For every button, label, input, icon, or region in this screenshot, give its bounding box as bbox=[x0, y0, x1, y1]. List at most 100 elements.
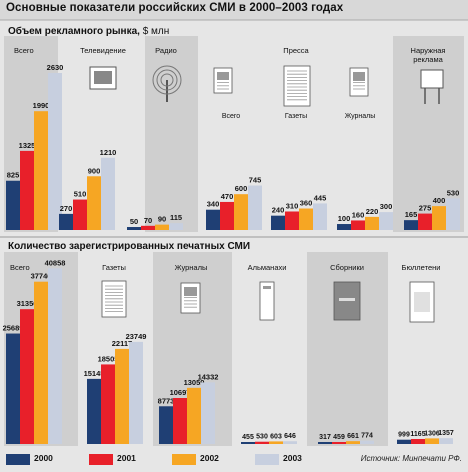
chart2-group2-value-3: 14332 bbox=[198, 372, 219, 381]
chart2-group1-value-1: 18505 bbox=[98, 354, 119, 363]
chart1-group5-bar-2 bbox=[365, 216, 379, 230]
chart2-group2-bar-2 bbox=[187, 387, 201, 444]
chart2-label-4: Сборники bbox=[330, 263, 364, 272]
chart1-group3-value-0: 340 bbox=[207, 200, 220, 209]
chart2-group2-value-1: 10697 bbox=[170, 388, 191, 397]
chart1-group4-bar-0 bbox=[271, 215, 285, 230]
chart1-group6-bar-1 bbox=[418, 213, 432, 230]
chart2-group3-bar-0 bbox=[241, 442, 255, 444]
chart1-group6-bar-3 bbox=[446, 198, 460, 230]
chart1-group5-value-0: 100 bbox=[338, 214, 351, 223]
source-note: Источник: Минпечати РФ. bbox=[360, 454, 462, 463]
chart2-panel-4 bbox=[307, 252, 388, 446]
chart1-group3-value-1: 470 bbox=[221, 192, 234, 201]
almanac-icon bbox=[259, 281, 275, 321]
billboard-icon bbox=[420, 69, 444, 89]
chart1-title: Объем рекламного рынка, $ млн bbox=[8, 26, 169, 37]
chart1-group0-bar-0 bbox=[6, 180, 20, 230]
chart2-group1-value-2: 22117 bbox=[112, 339, 132, 348]
chart1-group1-value-2: 900 bbox=[88, 166, 101, 175]
chart1-group1-bar-0 bbox=[59, 213, 73, 230]
chart2-group3-value-0: 455 bbox=[242, 434, 254, 441]
chart2-group4-value-1: 459 bbox=[333, 434, 345, 441]
chart2-group0-bar-1 bbox=[20, 309, 34, 444]
chart2-group3-value-3: 646 bbox=[284, 433, 296, 440]
legend-label-2001: 2001 bbox=[117, 453, 136, 463]
chart2-group5-bar-1 bbox=[411, 438, 425, 444]
collection-icon-mark bbox=[339, 298, 355, 301]
chart2-group5-bar-0 bbox=[397, 439, 411, 444]
chart1-group5-value-3: 300 bbox=[380, 202, 393, 211]
chart1-group1-bar-2 bbox=[87, 176, 101, 230]
legend-swatch-2000 bbox=[6, 454, 30, 465]
chart1-group2-value-3: 115 bbox=[170, 213, 182, 222]
legend-swatch-2001 bbox=[89, 454, 113, 465]
chart2-group4-value-2: 661 bbox=[347, 433, 359, 440]
chart2-group1-bar-0 bbox=[87, 378, 101, 444]
chart1-group0-value-0: 825 bbox=[7, 171, 20, 180]
chart2-group4-bar-3 bbox=[360, 440, 374, 444]
chart2-group4-bar-2 bbox=[346, 441, 360, 444]
chart2-group1-bar-2 bbox=[115, 348, 129, 444]
chart2-group3-bar-1 bbox=[255, 441, 269, 444]
radio-wave-1 bbox=[156, 69, 178, 91]
chart1-press-sub-total: Всего bbox=[222, 113, 240, 120]
page-title: Основные показатели российских СМИ в 200… bbox=[6, 2, 344, 14]
press-total-icon-photo bbox=[217, 72, 229, 80]
chart1-label-outdoor-2: реклама bbox=[413, 55, 443, 64]
chart1-group0-bar-1 bbox=[20, 150, 34, 230]
chart2-label-2: Журналы bbox=[175, 263, 208, 272]
chart1-group3-bar-0 bbox=[206, 209, 220, 230]
chart2-group1-bar-1 bbox=[101, 364, 115, 444]
chart1-group2-bar-0 bbox=[127, 227, 141, 230]
chart1-group5-value-1: 160 bbox=[352, 210, 365, 219]
chart1-group2-bar-1 bbox=[141, 225, 155, 230]
chart1-group3-bar-2 bbox=[234, 194, 248, 230]
chart2-group5-value-2: 1306 bbox=[424, 430, 440, 437]
chart1-group5-bar-3 bbox=[379, 212, 393, 230]
chart2-group1-bar-3 bbox=[129, 341, 143, 444]
chart1-group3-value-2: 600 bbox=[235, 184, 248, 193]
chart1-group0-bar-2 bbox=[34, 111, 48, 230]
chart2-group5-bar-3 bbox=[439, 438, 453, 444]
newspaper-large-icon bbox=[283, 65, 311, 107]
chart1-group4-bar-2 bbox=[299, 208, 313, 230]
chart2-group5-value-3: 1357 bbox=[438, 430, 454, 437]
chart1-group2-bar-2 bbox=[155, 224, 169, 230]
chart2-label-0: Всего bbox=[10, 263, 30, 272]
chart1-group6-value-0: 165 bbox=[405, 210, 418, 219]
chart2-group1-value-0: 15145 bbox=[84, 369, 105, 378]
chart1-group0-value-1: 1325 bbox=[19, 141, 36, 150]
chart1-group2-value-2: 90 bbox=[158, 215, 166, 224]
chart2-group4-value-3: 774 bbox=[361, 433, 373, 440]
chart2-group2-bar-0 bbox=[159, 406, 173, 444]
chart2-group4-bar-1 bbox=[332, 442, 346, 444]
chart1-group5-value-2: 220 bbox=[366, 207, 379, 216]
chart1-group4-value-2: 360 bbox=[300, 199, 313, 208]
chart1-panel-2 bbox=[145, 36, 198, 232]
chart2-group3-bar-3 bbox=[283, 441, 297, 444]
chart2-group5-bar-2 bbox=[425, 438, 439, 444]
chart1-group0-value-2: 1990 bbox=[33, 101, 50, 110]
chart1-group1-value-3: 1210 bbox=[100, 148, 117, 157]
chart1-group4-bar-3 bbox=[313, 203, 327, 230]
chart1-unit: $ млн bbox=[142, 26, 170, 37]
legend-label-2003: 2003 bbox=[283, 453, 302, 463]
chart2-group2-bar-3 bbox=[201, 382, 215, 444]
chart1-press-sub-magazines: Журналы bbox=[345, 113, 376, 120]
legend: 2000 2001 2002 2003 bbox=[0, 448, 468, 472]
chart1-press-sub-papers: Газеты bbox=[285, 113, 307, 120]
chart2-group3-value-2: 603 bbox=[270, 433, 282, 440]
chart1-group5-bar-1 bbox=[351, 220, 365, 230]
chart2-group0-bar-3 bbox=[48, 268, 62, 444]
chart2-group2-value-0: 8773 bbox=[158, 396, 175, 405]
chart2-label-5: Бюллетени bbox=[402, 263, 441, 272]
chart1-group2-value-1: 70 bbox=[144, 216, 152, 225]
chart2-group2-value-2: 13059 bbox=[184, 378, 205, 387]
chart1-group0-value-3: 2630 bbox=[47, 63, 64, 72]
chart2-group5-value-1: 1165 bbox=[410, 431, 425, 438]
chart2-panel-5 bbox=[388, 252, 464, 446]
chart2-group0-value-3: 40858 bbox=[45, 258, 66, 267]
chart2-title: Количество зарегистрированных печатных С… bbox=[8, 241, 251, 252]
legend-label-2002: 2002 bbox=[200, 453, 219, 463]
